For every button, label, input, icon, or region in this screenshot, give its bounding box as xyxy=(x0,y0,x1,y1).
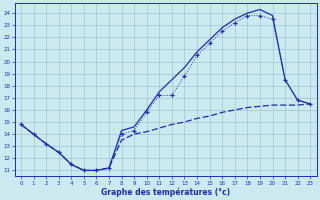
X-axis label: Graphe des températures (°c): Graphe des températures (°c) xyxy=(101,187,230,197)
